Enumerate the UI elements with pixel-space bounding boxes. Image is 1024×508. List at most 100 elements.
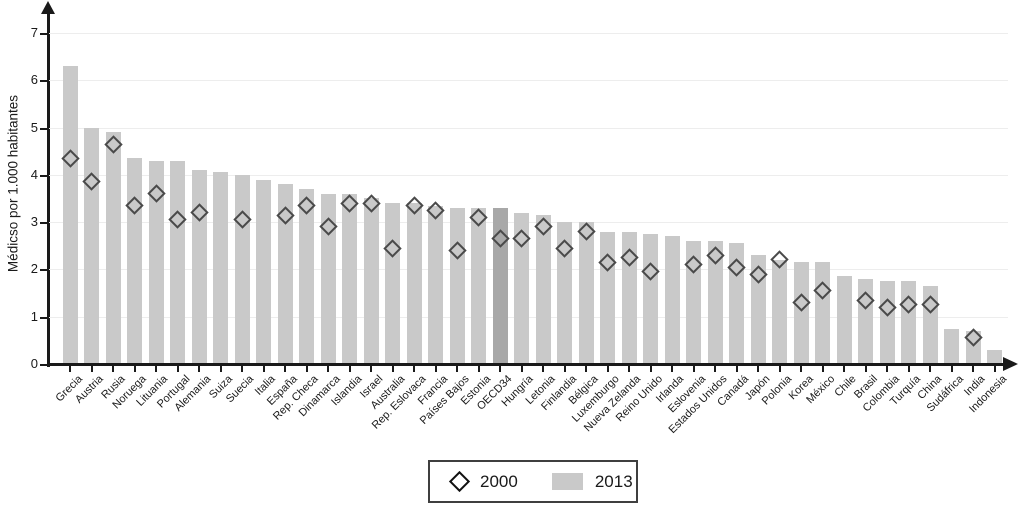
x-axis-tick bbox=[391, 366, 394, 372]
y-axis-tick bbox=[40, 222, 48, 224]
bar bbox=[406, 203, 422, 363]
x-axis-tick bbox=[606, 366, 609, 372]
bar bbox=[750, 255, 766, 363]
x-axis-tick bbox=[348, 366, 351, 372]
x-axis-tick bbox=[542, 366, 544, 372]
x-axis-tick bbox=[864, 366, 867, 372]
x-axis-tick bbox=[219, 366, 222, 372]
bar bbox=[492, 208, 508, 363]
bar bbox=[772, 260, 787, 363]
x-axis-tick bbox=[714, 366, 716, 372]
y-tick-label: 1 bbox=[30, 309, 38, 324]
legend: 2000 2013 bbox=[428, 460, 638, 503]
bar bbox=[277, 184, 293, 363]
legend-label-2000: 2000 bbox=[480, 471, 518, 491]
bar bbox=[148, 161, 164, 363]
x-axis-tick bbox=[671, 366, 673, 372]
x-axis-tick bbox=[477, 366, 480, 372]
x-axis-arrow-icon bbox=[1003, 357, 1018, 371]
x-axis-tick bbox=[69, 366, 71, 372]
bar bbox=[901, 281, 916, 363]
bar bbox=[127, 158, 142, 363]
x-axis-tick bbox=[434, 366, 437, 372]
bar bbox=[213, 172, 228, 363]
y-axis-tick bbox=[40, 317, 48, 319]
x-axis-tick bbox=[585, 366, 587, 372]
y-axis-title: Médicso por 1.000 habitantes bbox=[5, 94, 21, 273]
y-tick-label: 3 bbox=[30, 214, 38, 229]
y-axis-tick bbox=[40, 33, 48, 35]
x-axis-tick bbox=[735, 366, 738, 372]
y-tick-label: 4 bbox=[30, 167, 38, 182]
bar bbox=[320, 194, 336, 363]
bar bbox=[234, 175, 250, 363]
bar bbox=[686, 241, 701, 363]
gridline bbox=[49, 128, 1008, 129]
bar bbox=[191, 170, 207, 363]
bar bbox=[299, 189, 314, 363]
bar bbox=[729, 243, 744, 363]
x-axis-tick bbox=[563, 366, 566, 372]
legend-label-2013: 2013 bbox=[594, 471, 633, 491]
x-axis-tick bbox=[520, 366, 523, 372]
bar bbox=[858, 279, 873, 363]
y-tick-label: 6 bbox=[30, 72, 38, 87]
x-axis-tick bbox=[305, 366, 308, 372]
y-axis-tick bbox=[40, 80, 48, 82]
bar bbox=[428, 206, 443, 363]
x-axis-tick bbox=[327, 366, 329, 372]
x-axis-tick bbox=[456, 366, 458, 372]
gridline bbox=[49, 33, 1008, 34]
bar bbox=[557, 222, 572, 363]
bar bbox=[944, 329, 959, 363]
x-axis-tick bbox=[843, 366, 845, 372]
bar bbox=[514, 213, 529, 363]
bar bbox=[170, 161, 185, 363]
x-axis-tick bbox=[886, 366, 888, 372]
x-axis-tick bbox=[692, 366, 695, 372]
bar bbox=[471, 208, 486, 363]
x-axis-tick bbox=[176, 366, 179, 372]
x-axis-tick bbox=[778, 366, 781, 372]
x-axis-tick bbox=[413, 366, 415, 372]
x-axis-tick bbox=[821, 366, 824, 372]
x-axis-tick bbox=[929, 366, 931, 372]
x-axis-tick bbox=[241, 366, 243, 372]
x-axis-tick bbox=[112, 366, 114, 372]
bar bbox=[84, 128, 99, 363]
x-axis-tick bbox=[757, 366, 759, 372]
x-axis-line bbox=[47, 363, 1005, 366]
bar bbox=[256, 180, 271, 363]
bar bbox=[578, 222, 594, 363]
bar bbox=[707, 241, 723, 363]
bar bbox=[363, 198, 379, 363]
bar bbox=[600, 232, 615, 363]
bar bbox=[664, 236, 680, 363]
bar bbox=[793, 262, 809, 363]
x-axis-tick bbox=[370, 366, 372, 372]
x-axis-tick bbox=[198, 366, 200, 372]
y-tick-label: 7 bbox=[30, 25, 38, 40]
x-axis-tick bbox=[499, 366, 501, 372]
x-axis-tick bbox=[950, 366, 953, 372]
x-axis-tick bbox=[649, 366, 652, 372]
legend-diamond-icon bbox=[448, 470, 471, 493]
y-axis-tick bbox=[40, 269, 48, 271]
x-axis-tick bbox=[628, 366, 630, 372]
bar bbox=[62, 66, 78, 363]
x-axis-tick bbox=[90, 366, 93, 372]
y-tick-label: 5 bbox=[30, 120, 38, 135]
gridline bbox=[49, 80, 1008, 81]
y-tick-label: 2 bbox=[30, 261, 38, 276]
x-axis-tick bbox=[284, 366, 286, 372]
y-tick-label: 0 bbox=[30, 356, 38, 371]
legend-swatch-2013 bbox=[551, 473, 583, 490]
bar bbox=[385, 203, 400, 363]
bar bbox=[815, 262, 830, 363]
bar bbox=[643, 234, 658, 363]
x-axis-tick bbox=[262, 366, 265, 372]
bar bbox=[987, 350, 1002, 363]
y-axis-arrow-icon bbox=[41, 1, 55, 14]
bar bbox=[342, 194, 357, 363]
